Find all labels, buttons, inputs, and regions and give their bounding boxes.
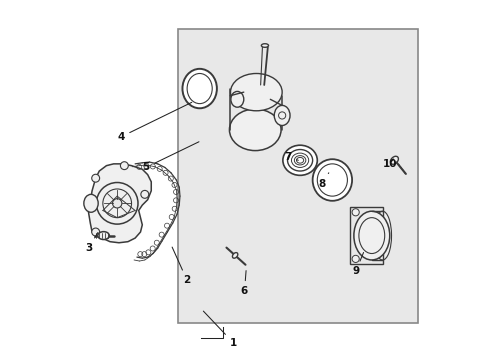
Ellipse shape — [230, 91, 244, 107]
Ellipse shape — [229, 109, 281, 150]
Circle shape — [120, 162, 128, 170]
Text: 9: 9 — [351, 252, 363, 276]
Circle shape — [92, 174, 100, 182]
Ellipse shape — [353, 211, 389, 260]
Polygon shape — [178, 30, 418, 323]
Circle shape — [92, 228, 100, 236]
Ellipse shape — [389, 156, 398, 164]
Text: 10: 10 — [382, 159, 396, 169]
Text: 2: 2 — [172, 247, 190, 285]
Ellipse shape — [294, 156, 305, 165]
Ellipse shape — [98, 231, 109, 239]
Circle shape — [351, 209, 359, 216]
Ellipse shape — [373, 211, 391, 260]
Text: 1: 1 — [203, 311, 237, 348]
Circle shape — [112, 199, 122, 208]
Circle shape — [351, 255, 359, 262]
Circle shape — [141, 190, 148, 198]
Ellipse shape — [274, 105, 289, 126]
Text: 5: 5 — [142, 142, 199, 172]
Text: 8: 8 — [317, 173, 328, 189]
Circle shape — [96, 183, 138, 224]
Polygon shape — [88, 164, 151, 243]
Ellipse shape — [312, 159, 351, 201]
Text: 4: 4 — [117, 102, 191, 142]
Ellipse shape — [296, 157, 303, 163]
Ellipse shape — [261, 44, 268, 47]
Ellipse shape — [287, 149, 312, 171]
Ellipse shape — [187, 73, 212, 104]
Circle shape — [278, 112, 285, 119]
Ellipse shape — [182, 69, 217, 108]
Ellipse shape — [291, 153, 308, 167]
Text: 6: 6 — [241, 271, 247, 296]
Ellipse shape — [230, 73, 282, 111]
Circle shape — [102, 189, 131, 218]
Ellipse shape — [282, 145, 317, 175]
Ellipse shape — [358, 218, 384, 253]
Text: 7: 7 — [283, 152, 298, 162]
Ellipse shape — [317, 164, 346, 196]
Ellipse shape — [232, 253, 237, 258]
Ellipse shape — [83, 194, 98, 212]
Text: 3: 3 — [85, 233, 98, 253]
